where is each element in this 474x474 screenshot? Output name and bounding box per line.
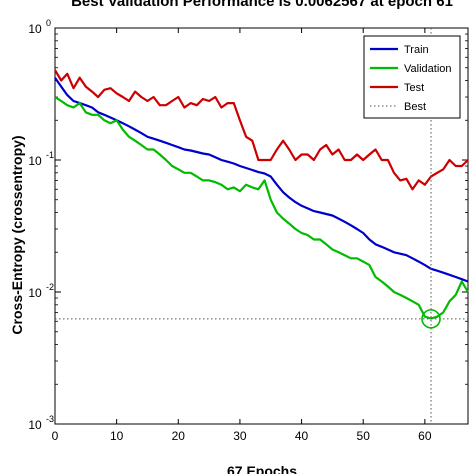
x-tick-label: 40 <box>295 429 309 443</box>
y-tick-label-exponent: -3 <box>46 414 54 424</box>
x-tick-label: 20 <box>172 429 186 443</box>
series-line-test <box>54 69 469 191</box>
legend-label-test: Test <box>404 82 424 94</box>
x-tick-label: 30 <box>233 429 247 443</box>
x-tick-label: 0 <box>52 429 59 443</box>
legend-label-best: Best <box>404 101 426 113</box>
y-tick-label: 10 <box>28 154 42 168</box>
chart-title: Best Validation Performance is 0.0062567… <box>71 0 453 10</box>
x-tick-label: 60 <box>418 429 432 443</box>
y-tick-label-exponent: -2 <box>46 282 54 292</box>
x-tick-label: 10 <box>110 429 124 443</box>
legend-label-validation: Validation <box>404 63 452 75</box>
y-tick-label: 10 <box>28 418 42 432</box>
best-point-marker <box>421 309 441 329</box>
series-line-train <box>54 77 469 283</box>
x-axis-label: 67 Epochs <box>227 463 297 474</box>
y-tick-label-exponent: -1 <box>46 150 54 160</box>
series-line-validation <box>54 96 469 320</box>
legend: Train Validation Test Best <box>363 35 461 119</box>
y-axis-label: Cross-Entropy (crossentropy) <box>9 135 25 334</box>
legend-label-train: Train <box>404 44 429 56</box>
x-tick-label: 50 <box>357 429 371 443</box>
y-tick-label: 10 <box>28 22 42 36</box>
y-tick-label: 10 <box>28 286 42 300</box>
y-tick-label-exponent: 0 <box>46 18 51 28</box>
